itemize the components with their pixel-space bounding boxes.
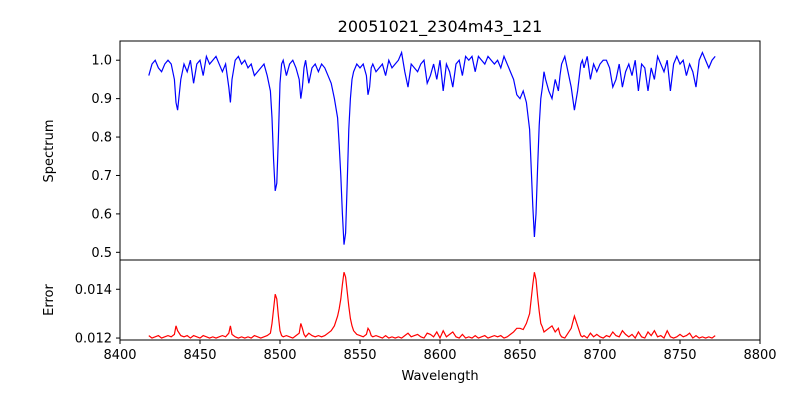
spectrum-y-tick-label: 0.8 <box>91 131 112 146</box>
x-tick-label: 8450 <box>183 348 216 363</box>
spectrum-y-tick-label: 1.0 <box>91 54 112 69</box>
error-series-line <box>148 272 716 340</box>
spectrum-series-line <box>148 50 716 245</box>
x-tick-label: 8550 <box>343 348 376 363</box>
x-tick-label: 8750 <box>663 348 696 363</box>
error-panel: 0.012 0.014 Error <box>42 259 761 347</box>
x-tick-label: 8700 <box>583 348 616 363</box>
spectrum-y-tick-label: 0.5 <box>91 246 112 261</box>
error-y-tick-label: 0.014 <box>75 283 112 298</box>
error-y-label: Error <box>42 284 57 316</box>
chart-title: 20051021_2304m43_121 <box>338 17 543 37</box>
error-axes-frame <box>119 259 761 341</box>
spectrum-y-label: Spectrum <box>42 120 57 183</box>
x-tick-label: 8500 <box>263 348 296 363</box>
error-y-tick-label: 0.012 <box>75 332 112 347</box>
x-tick-label: 8600 <box>423 348 456 363</box>
x-tick-label: 8400 <box>103 348 136 363</box>
x-tick-label: 8650 <box>503 348 536 363</box>
spectrum-axes-frame <box>119 40 761 261</box>
spectrum-y-tick-label: 0.7 <box>91 169 112 184</box>
error-y-ticks: 0.012 0.014 <box>75 283 120 347</box>
spectrum-y-tick-label: 0.6 <box>91 207 112 222</box>
spectrum-panel: 0.5 0.6 0.7 0.8 0.9 1.0 Spectrum <box>42 40 761 261</box>
x-tick-label: 8800 <box>743 348 776 363</box>
spectrum-y-ticks: 0.5 0.6 0.7 0.8 0.9 1.0 <box>91 54 120 261</box>
x-axis-ticks: 8400 8450 8500 8550 8600 8650 8700 8750 8800 <box>103 340 777 363</box>
spectrum-y-tick-label: 0.9 <box>91 92 112 107</box>
x-axis-label: Wavelength <box>401 369 478 384</box>
